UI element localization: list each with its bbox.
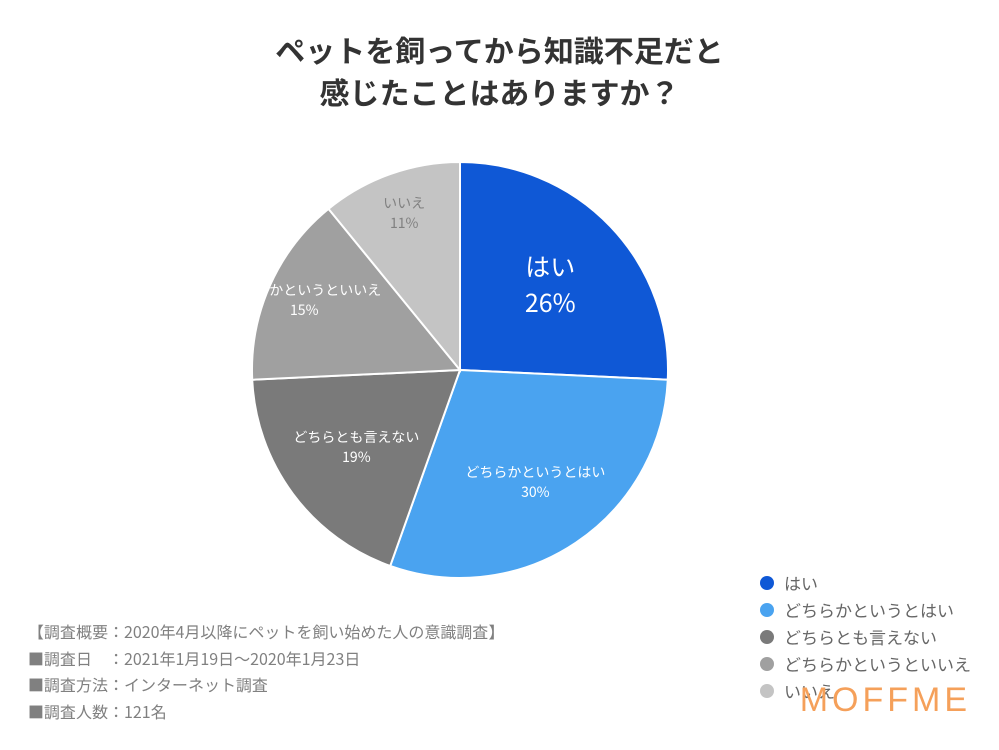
pie-chart: はい26%どちらかというとはい30%どちらとも言えない19%どちらかというといい… [240,150,680,590]
legend-label: はい [784,570,818,595]
legend-item: どちらかというとはい [760,597,971,622]
pie-slice [460,162,668,380]
legend-item: どちらとも言えない [760,624,971,649]
legend-swatch [760,576,774,590]
legend-item: どちらかというといいえ [760,651,971,676]
legend-swatch [760,603,774,617]
legend-label: どちらかというとはい [784,597,954,622]
chart-title: ペットを飼ってから知識不足だと 感じたことはありますか？ [0,0,999,112]
legend-swatch [760,630,774,644]
survey-meta: 【調査概要：2020年4月以降にペットを飼い始めた人の意識調査】■調査日 ：20… [28,618,504,724]
survey-meta-line: ■調査人数：121名 [28,698,504,724]
legend-label: どちらかというといいえ [784,651,971,676]
survey-meta-line: ■調査方法：インターネット調査 [28,671,504,697]
survey-meta-line: ■調査日 ：2021年1月19日～2020年1月23日 [28,645,504,671]
survey-meta-line: 【調査概要：2020年4月以降にペットを飼い始めた人の意識調査】 [28,618,504,644]
title-line-1: ペットを飼ってから知識不足だと [0,28,999,70]
legend-item: はい [760,570,971,595]
legend-label: どちらとも言えない [784,624,937,649]
brand-logo: MOFFME [800,681,971,720]
chart-area: はい26%どちらかというとはい30%どちらとも言えない19%どちらかというといい… [0,150,999,610]
legend-swatch [760,684,774,698]
title-line-2: 感じたことはありますか？ [0,70,999,112]
legend-swatch [760,657,774,671]
